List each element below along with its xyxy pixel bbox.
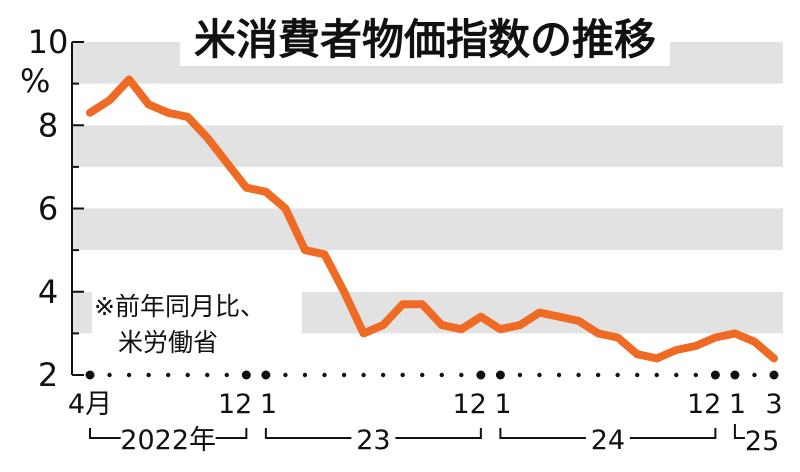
x-tick-dot	[85, 370, 95, 380]
x-tick-label: 1	[494, 389, 511, 420]
x-tick-dot	[165, 372, 171, 378]
x-tick-dot	[146, 372, 151, 378]
y-axis: 2 4 6 8 10	[28, 23, 84, 394]
year-bracket-right	[215, 428, 248, 439]
x-tick-dot	[224, 372, 229, 378]
year-label: 24	[591, 425, 625, 456]
year-bracket-left	[499, 428, 586, 439]
x-tick-dot	[126, 372, 132, 378]
x-tick-dot	[261, 370, 271, 380]
y-tick-label: 6	[38, 190, 58, 228]
x-tick-dot	[710, 370, 720, 380]
y-tick-label: 4	[38, 273, 58, 311]
grid-band	[72, 208, 783, 251]
chart-title: 米消費者物価指数の推移	[194, 15, 656, 64]
cpi-series-line	[86, 75, 778, 363]
x-tick-label: 12	[452, 389, 486, 420]
x-tick-dot	[654, 372, 659, 378]
x-axis: 4月 12 1 12 1 12 1 3	[68, 370, 783, 420]
x-tick-dot	[341, 372, 347, 378]
year-bracket-right	[395, 428, 482, 439]
x-tick-dot	[752, 372, 757, 378]
x-tick-dot	[322, 372, 327, 378]
x-tick-dot	[517, 372, 523, 378]
x-tick-label: 12	[687, 389, 721, 420]
x-tick-dot	[595, 372, 601, 378]
x-tick-dot	[185, 372, 190, 378]
x-tick-dot	[615, 372, 620, 378]
x-tick-dot	[107, 372, 112, 378]
year-bracket-right	[629, 428, 717, 439]
x-tick-dot	[420, 372, 425, 378]
x-tick-dot	[361, 372, 366, 378]
year-label: 25	[745, 426, 779, 457]
year-brackets: 2022年 23 24 25	[89, 424, 779, 457]
year-label: 23	[356, 425, 390, 456]
grid-band	[72, 125, 783, 167]
x-tick-dot	[302, 372, 308, 378]
year-label: 2022年	[120, 425, 216, 456]
title-block: 米消費者物価指数の推移	[180, 8, 670, 66]
y-tick-label: 10	[28, 23, 69, 61]
x-tick-dot	[674, 372, 679, 378]
series-layer	[86, 75, 778, 363]
x-tick-dot	[693, 372, 699, 378]
x-tick-dot	[495, 370, 505, 380]
x-tick-dot	[380, 372, 386, 378]
x-tick-dot	[241, 370, 251, 380]
x-tick-label: 4月	[68, 389, 112, 420]
year-bracket-left	[264, 428, 352, 439]
x-tick-dot	[400, 372, 405, 378]
x-tick-dot	[537, 372, 542, 378]
year-bracket-left	[89, 428, 121, 439]
x-tick-dot	[459, 372, 464, 378]
note-line-1: ※前年同月比、	[94, 292, 265, 321]
year-bracket	[733, 424, 745, 439]
y-tick-label: 8	[38, 106, 58, 144]
x-tick-label: 3	[765, 389, 782, 420]
x-tick-label: 1	[260, 389, 277, 420]
note-line-2: 米労働省	[118, 328, 218, 357]
y-unit-label: %	[20, 62, 50, 100]
x-tick-dot	[635, 372, 640, 378]
x-tick-dot	[769, 370, 779, 380]
x-tick-dot	[556, 372, 562, 378]
x-tick-dot	[576, 372, 581, 378]
note-box: ※前年同月比、 米労働省	[92, 284, 302, 362]
x-tick-dot	[283, 372, 288, 378]
x-tick-dot	[439, 372, 444, 378]
x-tick-label: 1	[729, 389, 746, 420]
x-tick-dot	[730, 370, 740, 380]
x-tick-dot	[205, 372, 210, 378]
x-tick-label: 12	[218, 389, 252, 420]
y-tick-label: 2	[38, 356, 58, 394]
x-tick-dot	[476, 370, 486, 380]
